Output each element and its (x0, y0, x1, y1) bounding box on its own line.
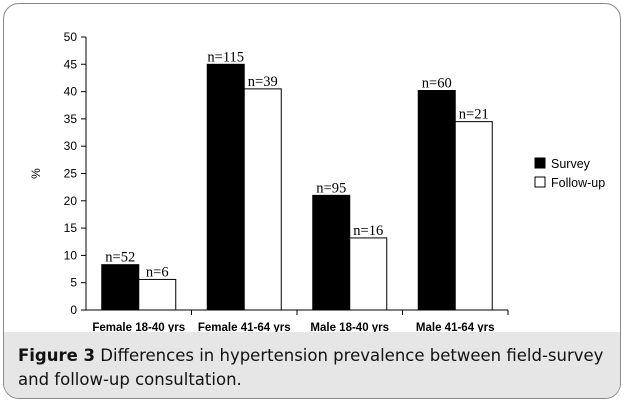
data-label: n=115 (207, 49, 244, 65)
y-tick-label: 5 (70, 276, 77, 290)
x-category-label: Male 41-64 yrs (416, 322, 495, 332)
legend-swatch (534, 176, 546, 188)
legend-swatch (534, 157, 546, 169)
data-label: n=39 (248, 74, 278, 90)
y-tick-label: 25 (64, 167, 78, 181)
x-category-label: Female 41-64 yrs (198, 322, 291, 332)
y-tick-label: 0 (70, 303, 77, 317)
data-label: n=60 (422, 76, 452, 92)
bar-chart: 0 5 10 15 20 25 30 35 40 45 50% n=52 n=6 Female 18-40… (29, 30, 605, 332)
bar-follow-up (243, 88, 282, 311)
figure-caption: Figure 3 Differences in hypertension pre… (18, 344, 606, 392)
y-tick-label: 45 (64, 57, 78, 71)
x-category-label: Male 18-40 yrs (310, 322, 389, 332)
data-label: n=6 (146, 264, 169, 280)
y-tick-label: 15 (64, 221, 78, 235)
bar-follow-up (138, 278, 177, 311)
figure-panel: 0 5 10 15 20 25 30 35 40 45 50% n=52 n=6 Female 18-40… (3, 3, 621, 399)
y-tick-label: 50 (64, 30, 78, 44)
legend-label: Follow-up (551, 176, 605, 190)
y-tick-label: 30 (64, 139, 78, 153)
bar-follow-up (349, 237, 388, 311)
y-tick-label: 10 (64, 248, 78, 262)
data-label: n=16 (353, 223, 383, 239)
bar-survey (417, 90, 456, 311)
caption-text: Differences in hypertension prevalence b… (18, 346, 604, 389)
y-tick-label: 20 (64, 194, 78, 208)
caption-box: Figure 3 Differences in hypertension pre… (4, 332, 620, 398)
bar-survey (312, 194, 351, 311)
legend-label: Survey (551, 157, 591, 171)
data-label: n=52 (105, 250, 135, 266)
bar-survey (206, 63, 245, 311)
data-label: n=21 (459, 107, 489, 123)
y-tick-label: 35 (64, 112, 78, 126)
caption-label: Figure 3 (18, 346, 96, 365)
y-tick-label: 40 (64, 85, 78, 99)
bar-follow-up (454, 121, 493, 311)
x-category-label: Female 18-40 yrs (92, 322, 185, 332)
y-axis-title: % (29, 168, 43, 179)
data-label: n=95 (316, 180, 346, 196)
bar-survey (101, 264, 140, 311)
